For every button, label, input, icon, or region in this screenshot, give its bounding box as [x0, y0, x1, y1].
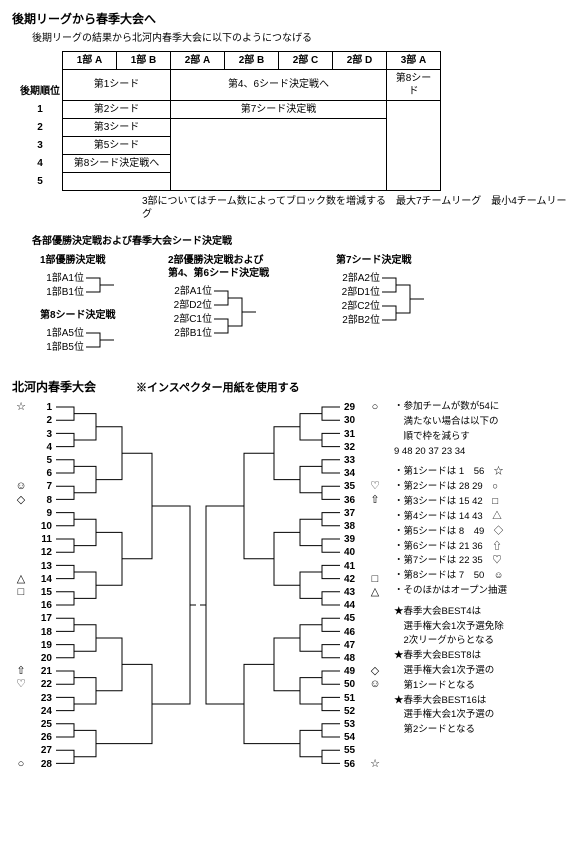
cell-r2-1bu: 第2シード: [63, 100, 171, 118]
rank-label: 後期順位: [18, 51, 63, 100]
section2-title: 北河内春季大会: [12, 380, 96, 396]
col-1buA: 1部 A: [63, 51, 117, 69]
svg-text:2部C1位: 2部C1位: [174, 312, 212, 325]
section2-note: ※インスペクター用紙を使用する: [136, 381, 300, 395]
rank-5: 5: [18, 172, 63, 190]
svg-text:2部D2位: 2部D2位: [174, 298, 212, 311]
rank-2: 2: [18, 118, 63, 136]
mini-b3-title: 2部優勝決定戦および第4、第6シード決定戦: [168, 254, 308, 280]
notes-column: ・参加チームが数が54に 満たない場合は以下の 順で枠を減らす9 48 20 3…: [388, 401, 530, 773]
svg-text:1部A5位: 1部A5位: [46, 326, 84, 339]
mini-b2-title: 第8シード決定戦: [40, 309, 140, 322]
rank-1: 1: [18, 100, 63, 118]
svg-text:2部D1位: 2部D1位: [342, 285, 380, 298]
seed-table: 後期順位 1部 A 1部 B 2部 A 2部 B 2部 C 2部 D 3部 A …: [18, 51, 441, 191]
right-symbol-col: ○ ♡⇧ □△ ◇☺ ☆: [366, 401, 384, 773]
rank-4: 4: [18, 154, 63, 172]
left-bracket: [56, 401, 196, 773]
cell-r2-2bu: 第7シード決定戦: [171, 100, 387, 118]
left-symbol-col: ☆ ☺◇ △□ ⇧♡ ○: [12, 401, 30, 773]
mini-brackets: 1部優勝決定戦 1部A1位 1部B1位 第8シード決定戦 1部A5位 1部B5位…: [40, 254, 572, 356]
left-number-col: 1234567891011121314151617181920212223242…: [34, 401, 52, 773]
col-3buA: 3部 A: [387, 51, 441, 69]
note-3bu: 3部についてはチーム数によってブロック数を増減する 最大7チームリーグ 最小4チ…: [142, 195, 572, 221]
right-bracket: [200, 401, 340, 773]
svg-text:2部B2位: 2部B2位: [342, 313, 380, 326]
svg-text:1部B1位: 1部B1位: [46, 285, 84, 298]
col-2buC: 2部 C: [279, 51, 333, 69]
svg-text:1部A1位: 1部A1位: [46, 271, 84, 284]
col-2buA: 2部 A: [171, 51, 225, 69]
svg-text:2部C2位: 2部C2位: [342, 299, 380, 312]
cell-r4-1bu: 第5シード: [63, 136, 171, 154]
col-2buB: 2部 B: [225, 51, 279, 69]
section1-title: 後期リーグから春季大会へ: [12, 12, 572, 28]
cell-r1-3bu: 第8シード: [387, 69, 441, 100]
mini-b1-title: 1部優勝決定戦: [40, 254, 140, 267]
mini-b4-title: 第7シード決定戦: [336, 254, 476, 267]
cell-r5-1bu: 第8シード決定戦へ: [63, 154, 171, 172]
col-1buB: 1部 B: [117, 51, 171, 69]
svg-text:1部B5位: 1部B5位: [46, 340, 84, 353]
cell-r1-2bu: 第4、6シード決定戦へ: [171, 69, 387, 100]
svg-text:2部B1位: 2部B1位: [174, 326, 212, 339]
col-2buD: 2部 D: [333, 51, 387, 69]
mini-header: 各部優勝決定戦および春季大会シード決定戦: [32, 235, 572, 248]
svg-text:2部A1位: 2部A1位: [174, 284, 212, 297]
cell-r1-1bu: 第1シード: [63, 69, 171, 100]
right-number-col: 2930313233343536373839404142434445464748…: [344, 401, 362, 773]
cell-r3-1bu: 第3シード: [63, 118, 171, 136]
svg-text:2部A2位: 2部A2位: [342, 271, 380, 284]
section1-sub: 後期リーグの結果から北河内春季大会に以下のようにつなげる: [32, 32, 572, 45]
rank-3: 3: [18, 136, 63, 154]
tournament: ☆ ☺◇ △□ ⇧♡ ○ 123456789101112131415161718…: [12, 401, 572, 773]
